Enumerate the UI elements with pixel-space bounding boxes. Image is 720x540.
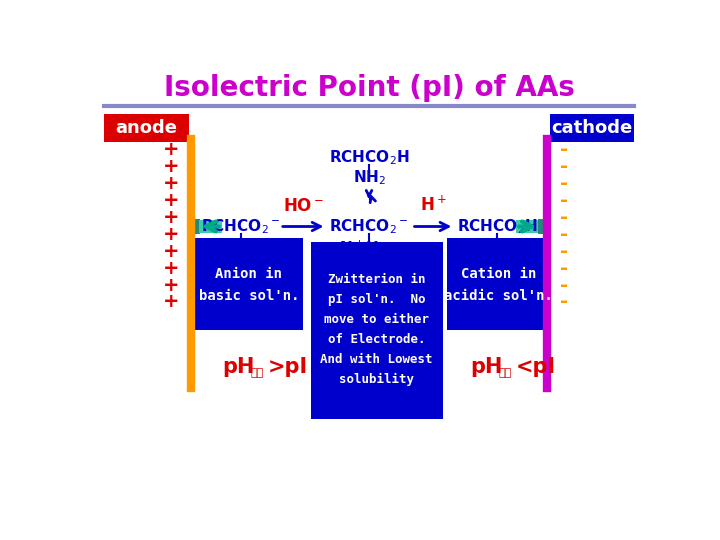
Text: +: +	[163, 191, 179, 210]
Text: +: +	[163, 157, 179, 176]
Text: -: -	[560, 140, 568, 159]
Text: +: +	[163, 259, 179, 278]
FancyBboxPatch shape	[538, 219, 547, 234]
Text: pH: pH	[469, 356, 502, 376]
Text: -: -	[560, 208, 568, 227]
FancyBboxPatch shape	[104, 114, 189, 142]
Text: +: +	[163, 208, 179, 227]
Text: NH$_2$: NH$_2$	[353, 168, 385, 187]
FancyBboxPatch shape	[194, 238, 303, 330]
FancyBboxPatch shape	[311, 242, 443, 419]
Text: Anion in: Anion in	[215, 267, 282, 281]
Text: +: +	[163, 174, 179, 193]
Text: basic sol'n.: basic sol'n.	[199, 289, 299, 303]
Text: +: +	[163, 225, 179, 244]
Text: Cation in: Cation in	[461, 267, 536, 281]
Text: -: -	[560, 174, 568, 193]
Text: -: -	[560, 259, 568, 278]
Text: -: -	[560, 275, 568, 294]
Text: -: -	[560, 157, 568, 176]
Text: RCHCO$_2$$^-$: RCHCO$_2$$^-$	[202, 217, 281, 236]
Text: RCHCO$_2$H: RCHCO$_2$H	[329, 148, 409, 166]
Text: +: +	[163, 241, 179, 261]
FancyBboxPatch shape	[446, 238, 551, 330]
Text: +: +	[163, 140, 179, 159]
Text: N$^+$H$_3$: N$^+$H$_3$	[339, 238, 387, 258]
Text: -: -	[560, 293, 568, 312]
Text: -: -	[560, 191, 568, 210]
Text: Zwitterion in
pI sol'n.  No
move to either
of Electrode.
And with Lowest
solubil: Zwitterion in pI sol'n. No move to eithe…	[320, 273, 433, 386]
Text: H$^+$: H$^+$	[420, 195, 446, 215]
Text: +: +	[163, 275, 179, 294]
Text: pH: pH	[222, 356, 254, 376]
Text: cathode: cathode	[552, 119, 633, 137]
Text: >pI: >pI	[269, 356, 308, 376]
Text: +: +	[163, 293, 179, 312]
FancyBboxPatch shape	[199, 220, 222, 233]
FancyBboxPatch shape	[191, 219, 200, 234]
Text: N$^+$H$_3$: N$^+$H$_3$	[467, 238, 514, 258]
Text: HO$^-$: HO$^-$	[283, 197, 323, 215]
Text: NH$_2$: NH$_2$	[225, 239, 258, 258]
Text: -: -	[560, 241, 568, 261]
Text: RCHCO$_2$$^-$: RCHCO$_2$$^-$	[329, 217, 409, 236]
Text: RCHCO$_2$H: RCHCO$_2$H	[456, 217, 537, 236]
Text: 溶液: 溶液	[251, 368, 264, 378]
Text: -: -	[560, 225, 568, 244]
Text: 溶液: 溶液	[498, 368, 512, 378]
Text: acidic sol'n.: acidic sol'n.	[444, 289, 553, 303]
Text: anode: anode	[116, 119, 178, 137]
FancyBboxPatch shape	[550, 114, 634, 142]
Text: <pI: <pI	[516, 356, 557, 376]
FancyBboxPatch shape	[516, 220, 539, 233]
Text: Isolectric Point (pI) of AAs: Isolectric Point (pI) of AAs	[163, 74, 575, 102]
